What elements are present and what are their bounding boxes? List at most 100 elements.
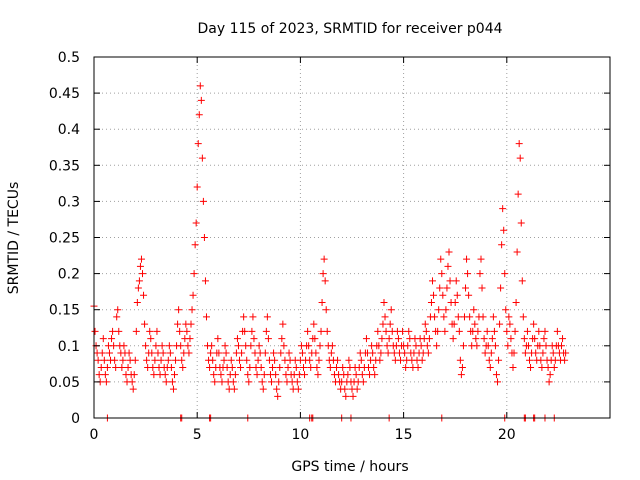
data-point bbox=[527, 363, 535, 371]
data-point bbox=[176, 327, 184, 335]
data-point bbox=[241, 327, 249, 335]
data-point bbox=[401, 349, 409, 357]
data-point bbox=[504, 342, 512, 350]
x-tick-label: 15 bbox=[395, 427, 413, 443]
data-point bbox=[511, 327, 519, 335]
x-axis-title: GPS time / hours bbox=[291, 459, 408, 475]
data-point bbox=[327, 349, 335, 357]
data-point bbox=[280, 342, 288, 350]
data-point bbox=[524, 342, 532, 350]
data-point bbox=[220, 356, 228, 364]
data-point bbox=[113, 313, 121, 321]
data-point bbox=[221, 342, 229, 350]
data-point bbox=[227, 356, 235, 364]
x-tick-label: 5 bbox=[193, 427, 202, 443]
data-point bbox=[272, 371, 280, 379]
data-point bbox=[298, 349, 306, 357]
data-point bbox=[262, 327, 270, 335]
data-point bbox=[507, 335, 515, 343]
data-point bbox=[218, 378, 226, 386]
data-point bbox=[179, 363, 187, 371]
data-point bbox=[443, 284, 451, 292]
data-point bbox=[101, 371, 109, 379]
data-point bbox=[193, 183, 201, 191]
data-point bbox=[111, 356, 119, 364]
data-point bbox=[215, 349, 223, 357]
data-point bbox=[169, 385, 177, 393]
data-point bbox=[462, 284, 470, 292]
data-point bbox=[307, 363, 315, 371]
chart-title: Day 115 of 2023, SRMTID for receiver p04… bbox=[197, 21, 502, 37]
data-point bbox=[471, 320, 479, 328]
data-point bbox=[175, 306, 183, 314]
data-point bbox=[503, 327, 511, 335]
data-point bbox=[536, 342, 544, 350]
data-point bbox=[562, 349, 570, 357]
data-point bbox=[301, 371, 309, 379]
data-point bbox=[357, 356, 365, 364]
data-point bbox=[523, 327, 531, 335]
data-point bbox=[465, 291, 473, 299]
data-point bbox=[321, 277, 329, 285]
data-point bbox=[541, 327, 549, 335]
data-point bbox=[275, 378, 283, 386]
data-point bbox=[441, 327, 449, 335]
data-point bbox=[98, 349, 106, 357]
data-point bbox=[489, 313, 497, 321]
data-point bbox=[349, 392, 357, 400]
data-point bbox=[381, 313, 389, 321]
data-point bbox=[414, 363, 422, 371]
data-point bbox=[185, 349, 193, 357]
data-point bbox=[544, 363, 552, 371]
data-point bbox=[362, 335, 370, 343]
data-point bbox=[535, 327, 543, 335]
data-point bbox=[229, 378, 237, 386]
data-point bbox=[542, 342, 550, 350]
data-point bbox=[134, 284, 142, 292]
data-point bbox=[141, 320, 149, 328]
data-point bbox=[433, 342, 441, 350]
data-point bbox=[170, 371, 178, 379]
data-point bbox=[162, 378, 170, 386]
data-point bbox=[386, 320, 394, 328]
data-point bbox=[509, 363, 517, 371]
data-point bbox=[217, 371, 225, 379]
data-point bbox=[491, 342, 499, 350]
data-point bbox=[259, 385, 267, 393]
data-point bbox=[466, 313, 474, 321]
data-point bbox=[164, 356, 172, 364]
data-point bbox=[279, 320, 287, 328]
data-point bbox=[498, 241, 506, 249]
data-point bbox=[245, 378, 253, 386]
data-point bbox=[311, 335, 319, 343]
data-point bbox=[371, 371, 379, 379]
data-point bbox=[314, 371, 322, 379]
data-point bbox=[194, 140, 202, 148]
axis-ticks bbox=[93, 56, 610, 419]
data-point bbox=[402, 363, 410, 371]
data-point bbox=[445, 248, 453, 256]
data-point bbox=[125, 349, 133, 357]
data-point bbox=[201, 277, 209, 285]
data-point bbox=[453, 291, 461, 299]
data-point bbox=[438, 270, 446, 278]
data-point bbox=[546, 371, 554, 379]
data-point bbox=[277, 349, 285, 357]
data-point bbox=[260, 371, 268, 379]
data-point bbox=[313, 363, 321, 371]
data-point bbox=[258, 378, 266, 386]
data-point bbox=[531, 335, 539, 343]
data-point bbox=[132, 327, 140, 335]
data-point bbox=[479, 313, 487, 321]
y-axis-title: SRMTID / TECUs bbox=[6, 182, 22, 295]
data-point bbox=[480, 335, 488, 343]
data-point bbox=[322, 306, 330, 314]
data-point bbox=[474, 327, 482, 335]
y-tick-label: 0.45 bbox=[49, 86, 80, 102]
data-point bbox=[234, 342, 242, 350]
data-point bbox=[230, 385, 238, 393]
data-point bbox=[344, 371, 352, 379]
data-point bbox=[492, 371, 500, 379]
data-point bbox=[397, 356, 405, 364]
data-point bbox=[394, 335, 402, 343]
